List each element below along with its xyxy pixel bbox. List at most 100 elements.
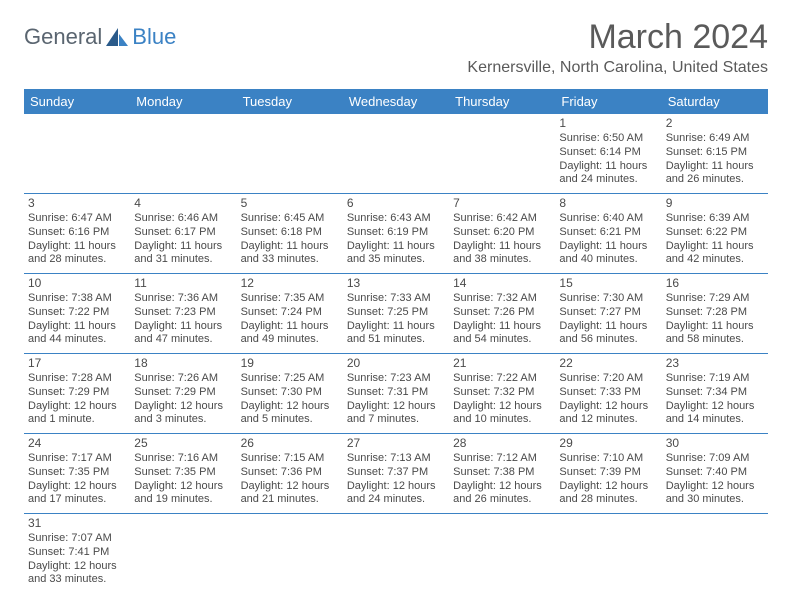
day-number: 16 [666,276,764,291]
week-row: 3Sunrise: 6:47 AMSunset: 6:16 PMDaylight… [24,194,768,274]
sunset-text: Sunset: 7:26 PM [453,306,551,320]
day-number: 3 [28,196,126,211]
day-number: 11 [134,276,232,291]
sunset-text: Sunset: 7:38 PM [453,466,551,480]
day-cell: 23Sunrise: 7:19 AMSunset: 7:34 PMDayligh… [662,354,768,433]
sunrise-text: Sunrise: 7:10 AM [559,452,657,466]
empty-cell [130,514,236,593]
daylight-line1: Daylight: 11 hours [241,240,339,254]
logo-text-blue: Blue [132,24,176,50]
sunrise-text: Sunrise: 7:25 AM [241,372,339,386]
sunrise-text: Sunrise: 6:47 AM [28,212,126,226]
title-block: March 2024 Kernersville, North Carolina,… [467,18,768,77]
daylight-line1: Daylight: 12 hours [134,480,232,494]
day-number: 6 [347,196,445,211]
day-header-row: SundayMondayTuesdayWednesdayThursdayFrid… [24,89,768,114]
daylight-line2: and 33 minutes. [28,573,126,587]
day-number: 5 [241,196,339,211]
day-cell: 13Sunrise: 7:33 AMSunset: 7:25 PMDayligh… [343,274,449,353]
daylight-line1: Daylight: 12 hours [666,480,764,494]
day-cell: 24Sunrise: 7:17 AMSunset: 7:35 PMDayligh… [24,434,130,513]
sunrise-text: Sunrise: 7:36 AM [134,292,232,306]
sunset-text: Sunset: 7:34 PM [666,386,764,400]
sunset-text: Sunset: 7:23 PM [134,306,232,320]
day-cell: 1Sunrise: 6:50 AMSunset: 6:14 PMDaylight… [555,114,661,193]
sunrise-text: Sunrise: 6:49 AM [666,132,764,146]
empty-cell [130,114,236,193]
week-row: 10Sunrise: 7:38 AMSunset: 7:22 PMDayligh… [24,274,768,354]
empty-cell [449,114,555,193]
daylight-line2: and 44 minutes. [28,333,126,347]
day-header-cell: Wednesday [343,89,449,114]
daylight-line1: Daylight: 11 hours [453,240,551,254]
day-header-cell: Thursday [449,89,555,114]
day-number: 9 [666,196,764,211]
day-cell: 19Sunrise: 7:25 AMSunset: 7:30 PMDayligh… [237,354,343,433]
day-cell: 8Sunrise: 6:40 AMSunset: 6:21 PMDaylight… [555,194,661,273]
sunset-text: Sunset: 7:27 PM [559,306,657,320]
daylight-line1: Daylight: 12 hours [453,480,551,494]
day-number: 14 [453,276,551,291]
day-cell: 31Sunrise: 7:07 AMSunset: 7:41 PMDayligh… [24,514,130,593]
sunset-text: Sunset: 6:20 PM [453,226,551,240]
day-cell: 29Sunrise: 7:10 AMSunset: 7:39 PMDayligh… [555,434,661,513]
day-number: 13 [347,276,445,291]
sunrise-text: Sunrise: 7:19 AM [666,372,764,386]
daylight-line2: and 24 minutes. [347,493,445,507]
sunrise-text: Sunrise: 6:45 AM [241,212,339,226]
daylight-line1: Daylight: 11 hours [453,320,551,334]
daylight-line1: Daylight: 11 hours [666,320,764,334]
day-number: 20 [347,356,445,371]
sunrise-text: Sunrise: 7:29 AM [666,292,764,306]
day-cell: 9Sunrise: 6:39 AMSunset: 6:22 PMDaylight… [662,194,768,273]
daylight-line1: Daylight: 11 hours [241,320,339,334]
daylight-line1: Daylight: 11 hours [666,160,764,174]
day-number: 23 [666,356,764,371]
sunset-text: Sunset: 6:17 PM [134,226,232,240]
sunset-text: Sunset: 7:30 PM [241,386,339,400]
daylight-line2: and 3 minutes. [134,413,232,427]
sunrise-text: Sunrise: 6:43 AM [347,212,445,226]
daylight-line2: and 47 minutes. [134,333,232,347]
sunset-text: Sunset: 7:32 PM [453,386,551,400]
daylight-line2: and 7 minutes. [347,413,445,427]
sunrise-text: Sunrise: 7:22 AM [453,372,551,386]
header: General Blue March 2024 Kernersville, No… [24,18,768,77]
daylight-line2: and 26 minutes. [666,173,764,187]
sunrise-text: Sunrise: 6:50 AM [559,132,657,146]
daylight-line1: Daylight: 12 hours [134,400,232,414]
day-number: 21 [453,356,551,371]
sunset-text: Sunset: 7:35 PM [28,466,126,480]
day-cell: 28Sunrise: 7:12 AMSunset: 7:38 PMDayligh… [449,434,555,513]
day-number: 18 [134,356,232,371]
sunset-text: Sunset: 7:31 PM [347,386,445,400]
week-row: 24Sunrise: 7:17 AMSunset: 7:35 PMDayligh… [24,434,768,514]
daylight-line2: and 51 minutes. [347,333,445,347]
week-row: 1Sunrise: 6:50 AMSunset: 6:14 PMDaylight… [24,114,768,194]
daylight-line2: and 17 minutes. [28,493,126,507]
empty-cell [662,514,768,593]
day-cell: 10Sunrise: 7:38 AMSunset: 7:22 PMDayligh… [24,274,130,353]
daylight-line1: Daylight: 12 hours [28,480,126,494]
sunset-text: Sunset: 7:35 PM [134,466,232,480]
sunrise-text: Sunrise: 7:20 AM [559,372,657,386]
empty-cell [24,114,130,193]
daylight-line2: and 12 minutes. [559,413,657,427]
daylight-line1: Daylight: 11 hours [559,320,657,334]
daylight-line1: Daylight: 11 hours [559,160,657,174]
daylight-line1: Daylight: 11 hours [28,320,126,334]
daylight-line2: and 42 minutes. [666,253,764,267]
sunrise-text: Sunrise: 7:23 AM [347,372,445,386]
empty-cell [449,514,555,593]
sunrise-text: Sunrise: 7:26 AM [134,372,232,386]
daylight-line2: and 54 minutes. [453,333,551,347]
daylight-line1: Daylight: 11 hours [347,320,445,334]
day-cell: 26Sunrise: 7:15 AMSunset: 7:36 PMDayligh… [237,434,343,513]
sunset-text: Sunset: 7:39 PM [559,466,657,480]
daylight-line1: Daylight: 11 hours [134,320,232,334]
day-cell: 5Sunrise: 6:45 AMSunset: 6:18 PMDaylight… [237,194,343,273]
daylight-line2: and 5 minutes. [241,413,339,427]
day-number: 19 [241,356,339,371]
sunset-text: Sunset: 7:29 PM [134,386,232,400]
daylight-line1: Daylight: 12 hours [28,560,126,574]
